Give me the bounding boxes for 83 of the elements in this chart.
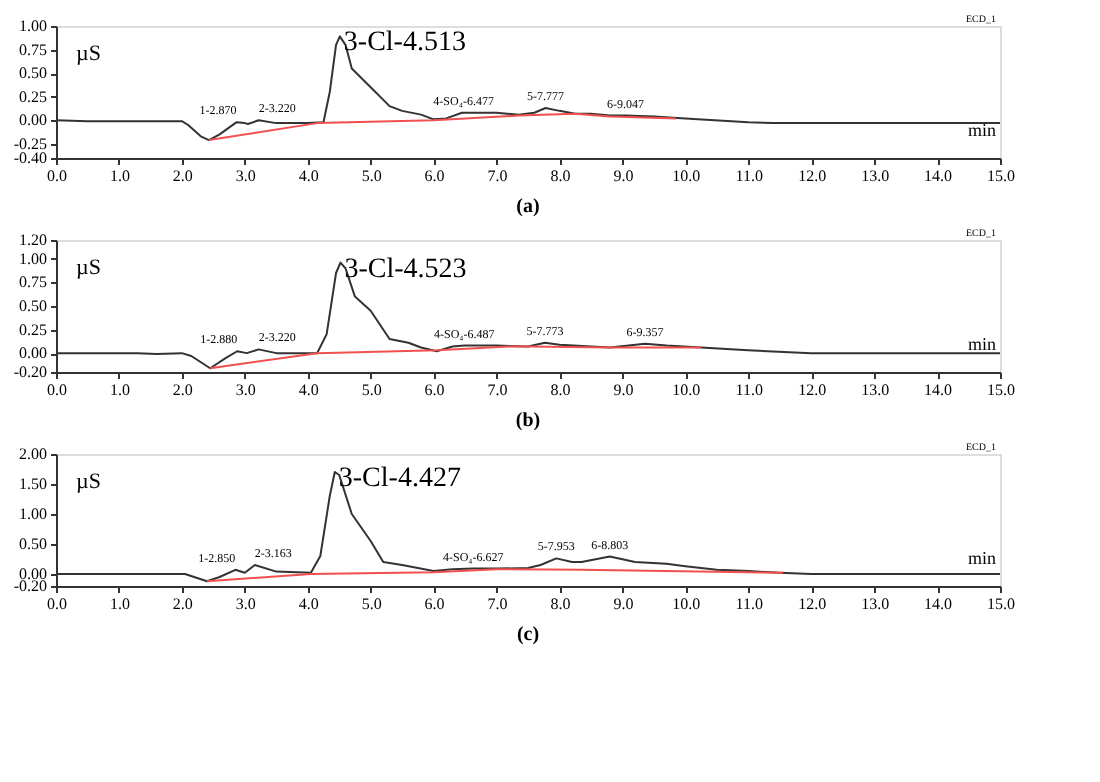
x-tick-label: 13.0: [861, 167, 890, 185]
x-tick-label: 12.0: [798, 381, 827, 399]
x-tick-label: 9.0: [613, 167, 634, 185]
line-series: [209, 345, 703, 370]
x-tick-label: 13.0: [861, 381, 890, 399]
y-tick-label: 1.20: [19, 231, 47, 249]
x-tick-label: 15.0: [987, 167, 1015, 185]
x-tick-label: 11.0: [735, 381, 763, 399]
text: (a): [516, 196, 540, 218]
y-tick-label: 2.00: [19, 445, 47, 463]
y-axis-title: µS: [76, 42, 101, 66]
annotation: 3-Cl-4.523: [344, 254, 467, 285]
x-tick-label: 7.0: [487, 381, 508, 399]
x-tick-label: 2.0: [172, 595, 193, 613]
x-tick-label: 10.0: [672, 167, 701, 185]
x-axis-title: min: [967, 334, 997, 354]
x-tick-label: 3.0: [235, 381, 256, 399]
x-tick-label: 8.0: [550, 595, 571, 613]
x-tick-label: 0.0: [47, 381, 67, 399]
x-axis-title: min: [967, 120, 997, 140]
y-axis-title: µS: [76, 256, 101, 280]
y-tick-label: 0.25: [19, 87, 47, 106]
x-tick-label: 13.0: [861, 595, 890, 613]
x-tick-label: 6.0: [424, 595, 445, 613]
y-tick-label: 1.00: [19, 249, 47, 268]
y-tick-label: -0.25: [13, 134, 47, 153]
x-tick-label: 2.0: [172, 381, 193, 399]
y-tick-label: -0.40: [13, 149, 47, 167]
x-axis-title: min: [967, 548, 997, 568]
x-tick-label: 6.0: [424, 381, 445, 399]
y-tick-label: 0.50: [19, 64, 47, 83]
y-tick-label: 0.25: [19, 320, 47, 339]
x-tick-label: 5.0: [361, 167, 382, 185]
x-tick-label: 2.0: [172, 167, 193, 185]
x-tick-label: 12.0: [798, 595, 827, 613]
y-tick-label: 0.50: [19, 297, 47, 315]
x-tick-label: 9.0: [613, 381, 634, 399]
x-tick-label: 11.0: [735, 595, 763, 613]
x-tick-label: 6.0: [424, 167, 445, 185]
y-tick-label: 0.50: [19, 535, 47, 553]
x-tick-label: 1.0: [109, 167, 130, 185]
x-tick-label: 15.0: [987, 595, 1015, 613]
y-tick-label: 1.00: [19, 505, 47, 523]
y-tick-label: -0.20: [13, 363, 47, 381]
y-tick-label: 0.00: [19, 344, 47, 363]
x-tick-label: 1.0: [109, 595, 130, 613]
line-series: [206, 568, 784, 583]
x-tick-label: 8.0: [550, 381, 571, 399]
text: (b): [515, 410, 541, 432]
x-tick-label: 5.0: [361, 595, 382, 613]
annotation: 3-Cl-4.513: [343, 28, 466, 59]
x-tick-label: 0.0: [47, 595, 67, 613]
x-tick-label: 14.0: [924, 381, 953, 399]
x-tick-label: 12.0: [798, 167, 827, 185]
x-tick-label: 7.0: [487, 167, 508, 185]
y-tick-label: 1.00: [19, 17, 47, 35]
y-tick-label: 0.75: [19, 40, 47, 59]
x-tick-label: 4.0: [298, 381, 319, 399]
x-tick-label: 0.0: [47, 167, 67, 185]
text: (c): [516, 624, 540, 646]
x-tick-label: 3.0: [235, 167, 256, 185]
x-tick-label: 4.0: [298, 167, 319, 185]
x-tick-label: 1.0: [109, 381, 130, 399]
line-series: [207, 112, 677, 142]
y-tick-label: 0.75: [19, 273, 47, 292]
y-axis-title: µS: [76, 470, 101, 494]
x-tick-label: 14.0: [924, 167, 953, 185]
x-tick-label: 8.0: [550, 167, 571, 185]
x-tick-label: 15.0: [987, 381, 1015, 399]
x-tick-label: 11.0: [735, 167, 763, 185]
x-tick-label: 9.0: [613, 595, 634, 613]
x-tick-label: 7.0: [487, 595, 508, 613]
y-tick-label: 0.00: [19, 111, 47, 130]
y-tick-label: -0.20: [13, 577, 47, 595]
x-tick-label: 5.0: [361, 381, 382, 399]
x-tick-label: 3.0: [235, 595, 256, 613]
y-tick-label: 0.00: [19, 565, 47, 583]
annotation: 3-Cl-4.427: [338, 464, 461, 494]
x-tick-label: 10.0: [672, 595, 701, 613]
x-tick-label: 10.0: [672, 381, 701, 399]
y-tick-label: 1.50: [19, 475, 47, 493]
x-tick-label: 4.0: [298, 595, 319, 613]
x-tick-label: 14.0: [924, 595, 953, 613]
